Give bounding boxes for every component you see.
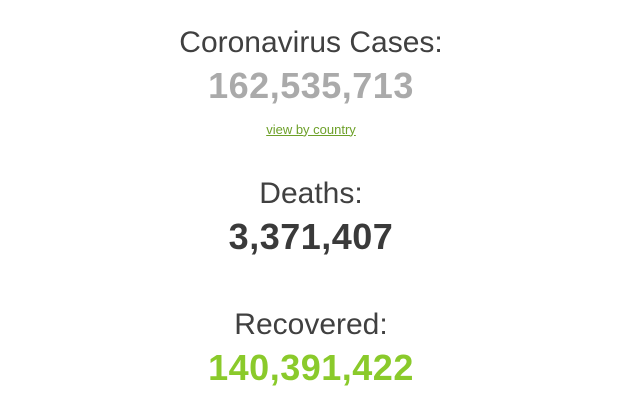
cases-counter-block: Coronavirus Cases: 162,535,713 view by c… <box>0 26 622 139</box>
cases-count: 162,535,713 <box>208 65 414 106</box>
view-by-country-link[interactable]: view by country <box>266 121 356 137</box>
view-by-country-row: view by country <box>0 120 622 139</box>
deaths-counter-block: Deaths: 3,371,407 <box>0 177 622 257</box>
cases-label: Coronavirus Cases: <box>179 26 443 59</box>
deaths-label: Deaths: <box>259 176 363 210</box>
deaths-count: 3,371,407 <box>228 215 394 257</box>
recovered-count: 140,391,422 <box>208 347 414 389</box>
recovered-label: Recovered: <box>234 308 388 342</box>
recovered-counter-block: Recovered: 140,391,422 <box>0 308 622 388</box>
